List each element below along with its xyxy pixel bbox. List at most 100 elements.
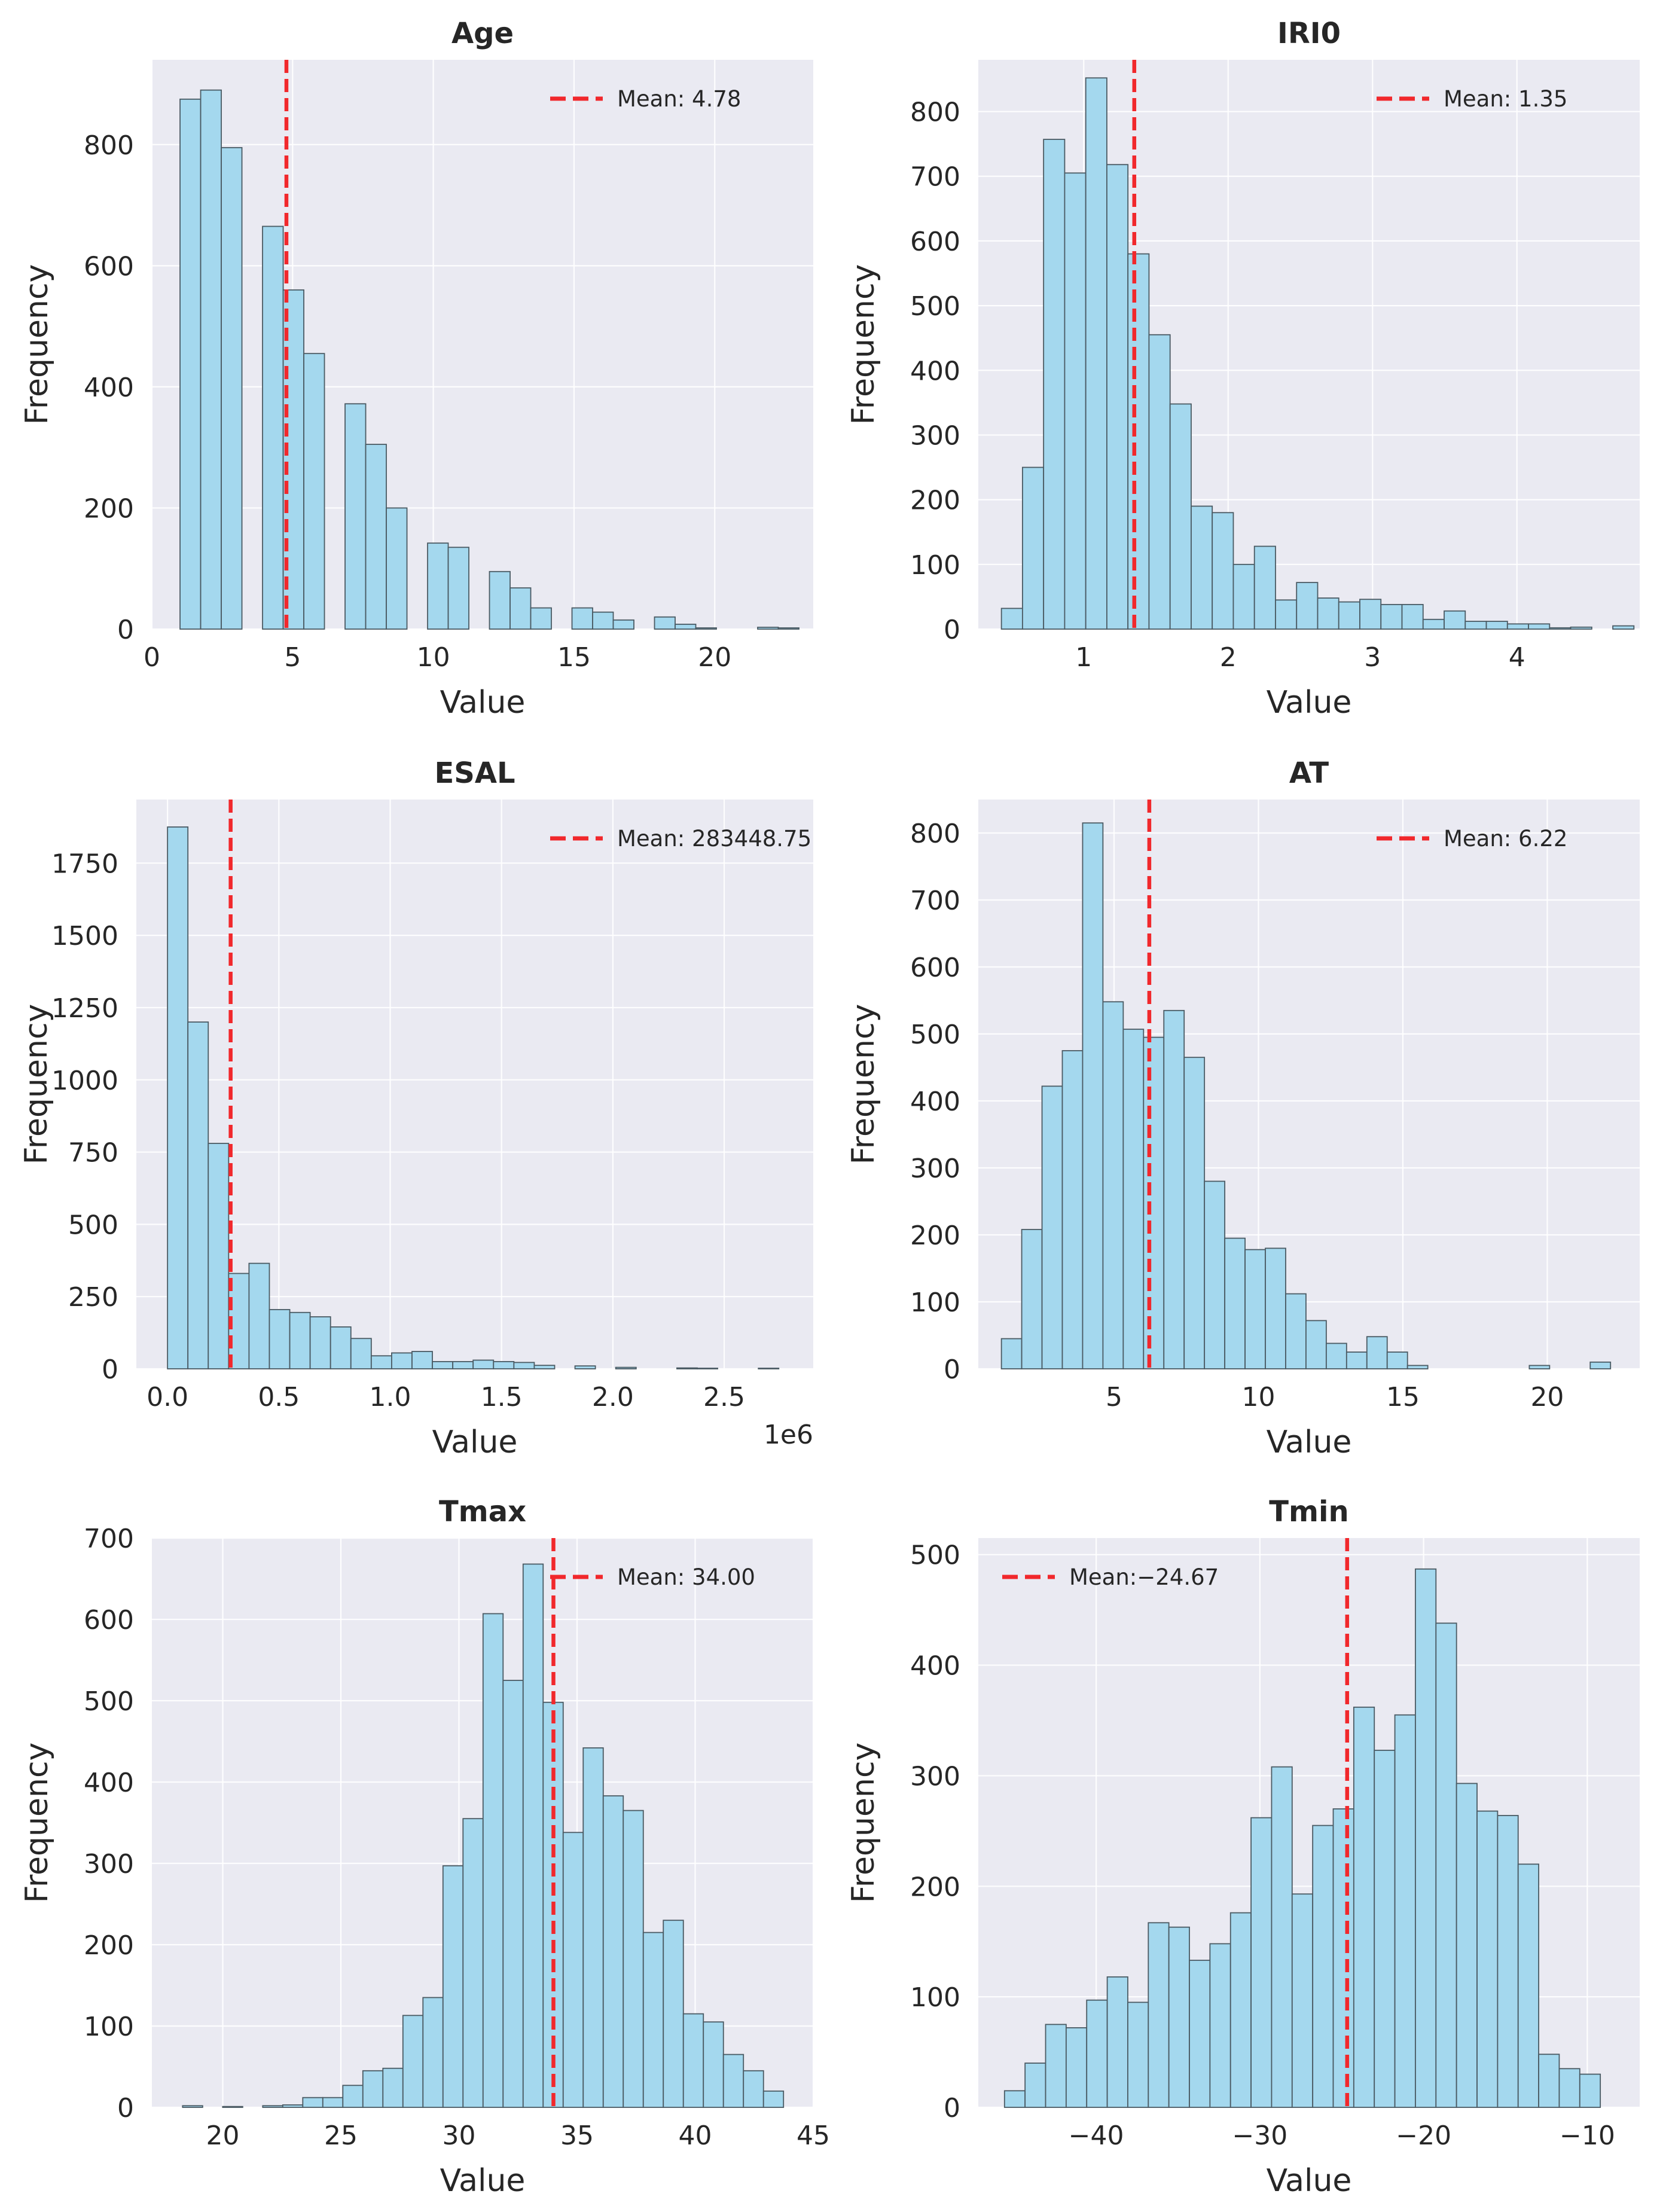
at-bar [1183,1057,1206,1369]
tmax-bar [302,2097,324,2108]
iri0-bar [1169,403,1192,630]
iri0-bar [1422,618,1445,630]
esal-title: ESAL [434,756,515,790]
at-bar [1386,1351,1408,1369]
tmax-bar [462,1818,484,2108]
esal-ytick-label: 750 [68,1138,118,1168]
at-title: AT [1289,756,1329,790]
at-y-axis-label: Frequency [846,1004,881,1165]
at-bar [1345,1351,1368,1369]
tmin-ytick-label: 100 [910,1982,960,2013]
age-bar [200,89,222,630]
esal-bar [309,1316,331,1369]
tmax-panel: 20 25 30 35 40 45 0 100 200 300 400 500 600 700 Value F… [19,1495,830,2199]
tmax-xtick-label: 45 [797,2121,830,2151]
tmin-bar [1374,1750,1396,2108]
esal-xtick-label: 0.0 [147,1382,188,1412]
age-bar [592,611,614,630]
tmax-bar [682,2013,704,2108]
tmin-bar [1332,1808,1354,2108]
iri0-xtick-label: 3 [1364,642,1381,673]
esal-x-axis-label: Value [432,1424,518,1460]
tmax-bar [182,2105,203,2108]
tmin-ytick-label: 500 [910,1540,960,1571]
iri0-bar [1106,164,1129,630]
age-legend: Mean: 4.78 [550,86,741,112]
iri0-bar [1043,139,1066,630]
tmax-x-axis-label: Value [440,2163,526,2199]
age-bar [509,587,532,630]
esal-bar [574,1365,596,1369]
esal-panel: 0.0 0.5 1.0 1.5 2.0 2.5 0 250 500 750 1000 1250 1500… [19,756,813,1460]
tmin-bar [1209,1943,1231,2108]
at-legend: Mean: 6.22 [1377,826,1567,852]
iri0-bar [1148,334,1171,630]
at-bar [1061,1050,1084,1369]
tmax-title: Tmax [439,1495,526,1528]
esal-bar [350,1338,372,1369]
iri0-y-axis-label: Frequency [846,264,881,425]
age-bar [489,570,511,630]
tmax-bar [322,2097,344,2108]
tmin-legend: Mean:−24.67 [1002,1564,1219,1590]
iri0-xtick-label: 1 [1075,642,1092,673]
iri0-bar [1401,603,1424,630]
esal-bar [615,1366,637,1369]
esal-bar [472,1359,495,1369]
tmin-bar [1353,1706,1375,2108]
esal-ytick-label: 1750 [51,849,118,879]
iri0-bar [1296,582,1319,630]
iri0-bar [1317,597,1339,630]
tmax-ytick-label: 500 [84,1686,134,1717]
age-bar [386,507,408,630]
age-xtick-label: 20 [698,642,731,673]
iri0-bar [1464,621,1487,630]
at-bar [1325,1343,1347,1369]
at-bar [1406,1365,1429,1369]
tmax-bar [663,1920,684,2108]
tmax-ytick-label: 600 [84,1605,134,1636]
esal-bar [248,1262,270,1369]
esal-ytick-label: 500 [68,1210,118,1240]
at-panel: 5 10 15 200100200300400500600700800ValueFre… [846,756,1640,1460]
age-ytick-label: 600 [84,251,134,282]
age-ytick-label: 800 [84,130,134,161]
iri0-bar [1612,625,1635,630]
esal-xtick-label: 2.0 [592,1382,634,1412]
tmin-y-axis-label: Frequency [846,1743,881,1903]
tmin-bar [1024,2063,1046,2108]
age-bar [344,403,367,630]
at-xtick-label: 15 [1386,1382,1420,1412]
esal-bar [513,1362,535,1369]
at-bar [1204,1180,1226,1369]
at-bar [1366,1336,1388,1369]
tmin-bar [1065,2027,1088,2108]
at-ytick-label: 400 [910,1087,960,1117]
tmin-bar [1189,1960,1211,2108]
at-bar [1224,1237,1246,1369]
at-bar [1305,1320,1327,1369]
iri0-bar [1064,172,1087,630]
esal-xtick-label: 1.0 [370,1382,411,1412]
tmax-xtick-label: 30 [443,2121,476,2151]
esal-bar [432,1361,454,1369]
at-bar [1244,1249,1266,1369]
tmin-title: Tmin [1269,1495,1348,1528]
tmin-bar [1106,1976,1128,2108]
age-bar [654,616,676,630]
iri0-xtick-label: 2 [1220,642,1237,673]
esal-bar [208,1143,230,1369]
iri0-bar [1212,512,1234,630]
at-bar [1122,1029,1145,1369]
at-ytick-label: 600 [910,953,960,983]
tmin-bar [1168,1926,1190,2108]
tmax-bar [562,1832,584,2108]
tmax-ytick-label: 200 [84,1930,134,1961]
age-y-axis-label: Frequency [19,264,55,425]
age-bar [530,607,552,630]
at-ytick-label: 300 [910,1154,960,1184]
age-bar [262,225,284,630]
tmax-xtick-label: 25 [324,2121,358,2151]
iri0-bar [1191,505,1213,630]
